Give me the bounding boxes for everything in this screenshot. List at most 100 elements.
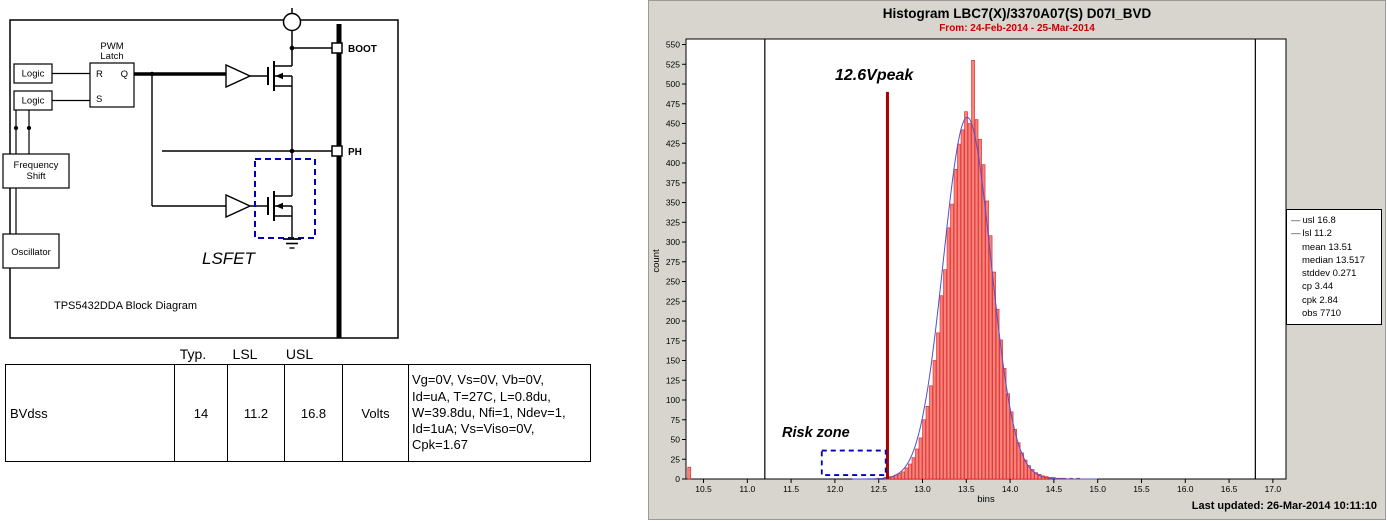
y-tick-label: 475 <box>666 99 680 109</box>
histogram-bar <box>974 119 979 480</box>
hs-driver-triangle <box>225 63 252 89</box>
y-tick-label: 450 <box>666 119 680 129</box>
histogram-bar <box>929 385 933 480</box>
x-tick-label: 17.0 <box>1265 484 1282 494</box>
pwm-latch-title2: Latch <box>100 51 123 62</box>
units-cell: Volts <box>342 364 409 462</box>
y-tick-label: 0 <box>675 474 680 484</box>
y-tick-label: 200 <box>666 316 680 326</box>
hs-mosfet <box>267 61 293 151</box>
legend-item: cp 3.44 <box>1291 280 1377 293</box>
y-tick-label: 25 <box>671 454 681 464</box>
y-axis-label: count <box>651 249 662 273</box>
histogram-bar <box>915 448 919 480</box>
y-tick-label: 175 <box>666 336 680 346</box>
histogram-bar <box>981 164 986 480</box>
histogram-bar <box>1023 459 1028 480</box>
x-tick-label: 15.5 <box>1133 484 1150 494</box>
histogram-bar <box>1006 393 1010 480</box>
x-tick-label: 15.0 <box>1089 484 1106 494</box>
y-tick-label: 325 <box>666 217 680 227</box>
latch-s-label: S <box>96 94 102 105</box>
histogram-bar <box>1013 428 1017 480</box>
legend-label: stddev 0.271 <box>1302 268 1357 280</box>
histogram-bar <box>971 60 975 480</box>
plot-layer: 10.5 11.0 11.5 12.0 12.5 13.0 13.5 14.0 14.5 15.0… <box>666 39 1282 494</box>
logic-top-label: Logic <box>22 69 45 80</box>
histogram-bar <box>985 200 989 480</box>
boot-pin-label: BOOT <box>348 44 377 55</box>
histogram-bar <box>911 457 916 480</box>
legend-label: lsl 11.2 <box>1302 228 1332 240</box>
x-tick-label: 14.0 <box>1002 484 1019 494</box>
parameter-table: BVdss 14 11.2 16.8 Volts Vg=0V, Vs=0V, V… <box>5 364 591 462</box>
typ-value-cell: 14 <box>174 364 228 462</box>
y-tick-label: 550 <box>666 40 680 50</box>
histogram-bar <box>978 139 982 480</box>
x-tick-label: 16.5 <box>1221 484 1238 494</box>
x-tick-label: 12.0 <box>827 484 844 494</box>
histogram-chart: 10.5 11.0 11.5 12.0 12.5 13.0 13.5 14.0 14.5 15.0… <box>651 38 1287 505</box>
y-tick-label: 250 <box>666 277 680 287</box>
boot-pin <box>331 42 343 54</box>
histogram-bar <box>918 437 923 480</box>
header-usl: USL <box>285 346 314 362</box>
y-tick-label: 350 <box>666 198 680 208</box>
histogram-bar <box>922 419 926 480</box>
ph-pin-label: PH <box>348 147 362 158</box>
latch-q-label: Q <box>121 69 128 80</box>
legend-item: mean 13.51 <box>1291 241 1377 254</box>
junction-dot <box>13 125 19 131</box>
last-updated-text: Last updated: 26-Mar-2014 10:11:10 <box>1191 500 1377 512</box>
usl-value-cell: 16.8 <box>284 364 343 462</box>
histogram-bar <box>1016 442 1021 480</box>
legend-label: cp 3.44 <box>1302 281 1334 293</box>
risk-zone-box <box>820 449 887 476</box>
histogram-bar <box>946 227 951 480</box>
histogram-bar <box>1027 465 1031 480</box>
oscillator-label: Oscillator <box>11 247 51 258</box>
legend-item: stddev 0.271 <box>1291 267 1377 280</box>
y-tick-label: 50 <box>671 435 681 445</box>
legend-line-marker: — <box>1291 228 1301 240</box>
frequency-shift-box <box>2 153 70 189</box>
histogram-bar <box>687 466 692 480</box>
junction-dot <box>289 45 295 51</box>
header-typ: Typ. <box>179 346 207 362</box>
histogram-bar <box>904 467 909 480</box>
y-tick-label: 275 <box>666 257 680 267</box>
histogram-bar <box>950 203 954 480</box>
lsfet-highlight-box <box>254 158 316 239</box>
histogram-bar <box>999 339 1003 480</box>
latch-r-label: R <box>96 69 103 80</box>
param-name-cell: BVdss <box>5 364 175 462</box>
histogram-bar <box>897 473 902 480</box>
x-axis-label: bins <box>977 494 995 505</box>
frequency-shift-label2: Shift <box>26 171 45 182</box>
histogram-bar <box>1034 472 1038 480</box>
y-tick-label: 225 <box>666 296 680 306</box>
legend-item: — lsl 11.2 <box>1291 227 1377 240</box>
histogram-bar <box>988 235 993 480</box>
legend-label: median 13.517 <box>1302 254 1365 266</box>
regulator-symbol <box>282 12 302 32</box>
histogram-bar <box>939 295 944 480</box>
legend-line-marker: — <box>1291 215 1301 226</box>
oscillator-box <box>2 233 60 269</box>
histogram-bar <box>908 463 912 480</box>
histogram-bar <box>964 111 968 480</box>
x-tick-label: 13.0 <box>914 484 931 494</box>
x-tick-label: 11.0 <box>739 484 755 494</box>
y-tick-label: 125 <box>666 375 680 385</box>
risk-zone-annotation: Risk zone <box>782 425 850 441</box>
histogram-bar <box>936 332 940 480</box>
x-tick-label: 16.0 <box>1177 484 1194 494</box>
legend-label: cpk 2.84 <box>1302 294 1338 306</box>
histogram-bar <box>995 308 1000 480</box>
parameter-table-block: Typ. LSL USL BVdss 14 11.2 16.8 Volts Vg… <box>5 346 591 462</box>
normal-curve <box>852 117 1098 480</box>
histogram-bar <box>957 143 961 480</box>
y-tick-label: 150 <box>666 356 680 366</box>
histogram-panel: Histogram LBC7(X)/3370A07(S) D07I_BVD Fr… <box>648 0 1386 520</box>
histogram-bar <box>1030 469 1035 480</box>
